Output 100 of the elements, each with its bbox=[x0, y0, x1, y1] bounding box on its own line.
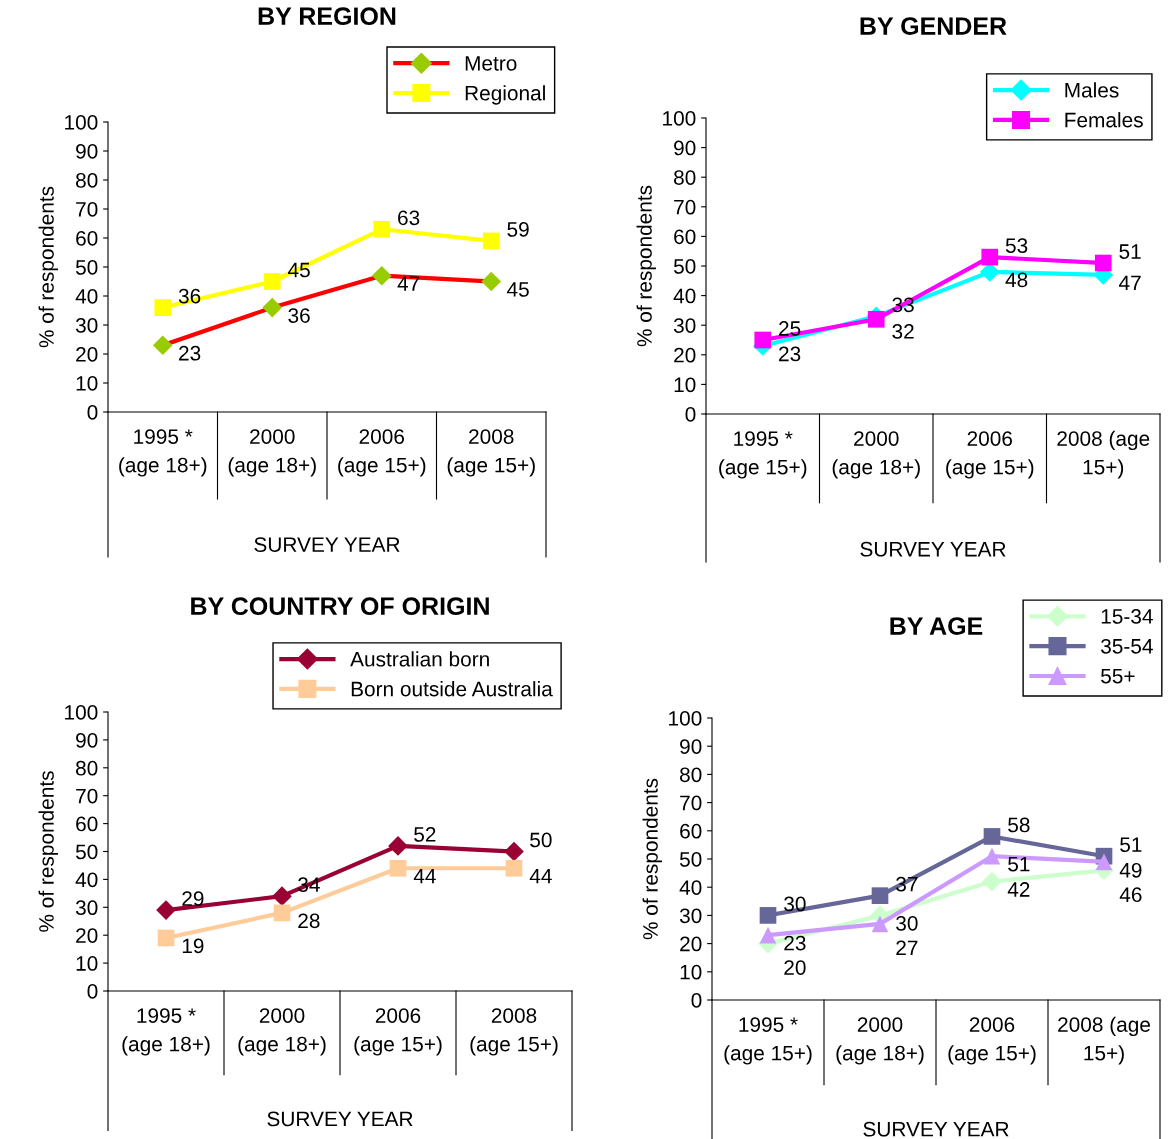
x-axis-title: SURVEY YEAR bbox=[267, 1111, 413, 1127]
y-tick-label: 100 bbox=[663, 111, 696, 126]
point bbox=[482, 232, 500, 250]
y-tick-label: 50 bbox=[679, 852, 702, 867]
x-tick-label: 1995 * (age 18+) bbox=[122, 1008, 210, 1056]
data-label: 48 bbox=[1005, 272, 1028, 288]
y-tick-label: 70 bbox=[76, 202, 98, 217]
x-tick-label: 2006 (age 15+) bbox=[946, 431, 1034, 479]
data-label: 20 bbox=[784, 960, 806, 975]
point bbox=[1094, 254, 1112, 272]
data-label: 51 bbox=[1120, 837, 1142, 853]
point bbox=[156, 900, 176, 920]
point bbox=[371, 265, 392, 286]
legend-label: Males bbox=[1065, 82, 1119, 98]
y-tick-label: 60 bbox=[76, 816, 98, 832]
legend-label: Females bbox=[1065, 112, 1143, 128]
y-tick-label: 10 bbox=[680, 964, 702, 980]
data-label: 45 bbox=[507, 282, 529, 297]
x-tick-label: 2008 (age 15+) bbox=[470, 1008, 558, 1056]
x-tick-label: 2000 (age 18+) bbox=[836, 1017, 924, 1065]
y-tick-label: 50 bbox=[75, 260, 98, 275]
data-label: 25 bbox=[779, 321, 801, 336]
point bbox=[871, 915, 889, 933]
y-axis-title: % of respondents bbox=[38, 186, 58, 348]
data-label: 28 bbox=[298, 913, 320, 929]
y-tick-label: 40 bbox=[679, 880, 702, 895]
point bbox=[273, 904, 291, 922]
y-tick-label: 20 bbox=[76, 347, 98, 362]
x-tick-label: 2000 (age 18+) bbox=[832, 431, 920, 479]
y-tick-label: 10 bbox=[76, 956, 98, 971]
point bbox=[373, 220, 391, 238]
y-tick-label: 40 bbox=[75, 289, 98, 304]
data-label: 23 bbox=[784, 935, 806, 951]
data-label: 23 bbox=[779, 346, 801, 362]
y-tick-label: 80 bbox=[76, 173, 98, 188]
y-tick-label: 70 bbox=[674, 199, 696, 215]
x-tick-label: 2006 (age 15+) bbox=[338, 429, 426, 477]
y-tick-label: 0 bbox=[87, 405, 98, 420]
data-label: 29 bbox=[182, 891, 204, 906]
y-tick-label: 80 bbox=[674, 170, 696, 185]
point bbox=[982, 871, 1002, 892]
point bbox=[389, 859, 407, 877]
point bbox=[983, 828, 1001, 845]
x-tick-label: 2000 (age 18+) bbox=[228, 429, 316, 477]
data-label: 44 bbox=[413, 869, 436, 884]
point bbox=[871, 887, 889, 904]
point bbox=[754, 331, 772, 349]
data-label: 30 bbox=[896, 915, 918, 931]
y-axis-title: % of respondents bbox=[636, 185, 656, 347]
data-label: 30 bbox=[784, 896, 806, 912]
point bbox=[759, 907, 777, 924]
y-tick-label: 30 bbox=[673, 318, 696, 333]
point bbox=[504, 841, 524, 862]
y-tick-label: 30 bbox=[75, 318, 98, 333]
point bbox=[272, 886, 292, 906]
data-label: 36 bbox=[288, 308, 310, 323]
y-tick-label: 0 bbox=[685, 407, 696, 422]
y-tick-label: 10 bbox=[76, 376, 98, 391]
x-tick-label: 2008 (age 15+) bbox=[447, 429, 535, 477]
data-label: 33 bbox=[892, 297, 914, 313]
data-label: 47 bbox=[397, 276, 420, 291]
legend-label: Born outside Australia bbox=[351, 681, 553, 697]
data-label: 52 bbox=[414, 827, 436, 842]
point bbox=[979, 262, 1000, 282]
point bbox=[152, 335, 173, 356]
point bbox=[388, 836, 408, 856]
y-tick-label: 100 bbox=[65, 705, 98, 720]
data-label: 27 bbox=[896, 940, 918, 955]
x-tick-label: 2008 (age 15+) bbox=[1058, 1016, 1150, 1065]
y-tick-label: 90 bbox=[76, 144, 98, 159]
data-label: 51 bbox=[1119, 244, 1141, 259]
y-tick-label: 0 bbox=[691, 993, 702, 1008]
y-tick-label: 20 bbox=[680, 936, 702, 952]
y-tick-label: 40 bbox=[75, 872, 98, 888]
legend-label: Australian born bbox=[350, 651, 489, 667]
chart-title: BY REGION bbox=[258, 7, 396, 26]
point bbox=[759, 926, 777, 944]
data-label: 53 bbox=[1005, 238, 1028, 253]
y-tick-label: 10 bbox=[674, 377, 696, 393]
point bbox=[981, 248, 999, 266]
chart-title: BY GENDER bbox=[860, 17, 1007, 35]
chart-title: BY COUNTRY OF ORIGIN bbox=[191, 597, 489, 616]
y-tick-label: 90 bbox=[76, 732, 98, 748]
y-tick-label: 40 bbox=[673, 288, 696, 304]
y-axis-title: % of respondents bbox=[38, 771, 58, 932]
point bbox=[481, 271, 502, 292]
x-tick-label: 2000 (age 18+) bbox=[238, 1008, 326, 1056]
data-label: 46 bbox=[1119, 887, 1142, 903]
y-tick-label: 20 bbox=[76, 928, 98, 943]
point bbox=[157, 929, 175, 947]
legend-label: 35-54 bbox=[1101, 638, 1153, 654]
data-label: 23 bbox=[179, 345, 201, 361]
x-tick-label: 2008 (age 15+) bbox=[1057, 430, 1150, 479]
y-tick-label: 100 bbox=[65, 115, 98, 130]
data-label: 32 bbox=[892, 324, 914, 339]
y-tick-label: 70 bbox=[76, 788, 98, 804]
x-axis-title: SURVEY YEAR bbox=[863, 1121, 1009, 1137]
y-tick-label: 100 bbox=[669, 711, 702, 726]
y-tick-label: 80 bbox=[680, 767, 702, 783]
y-tick-label: 70 bbox=[680, 795, 702, 811]
